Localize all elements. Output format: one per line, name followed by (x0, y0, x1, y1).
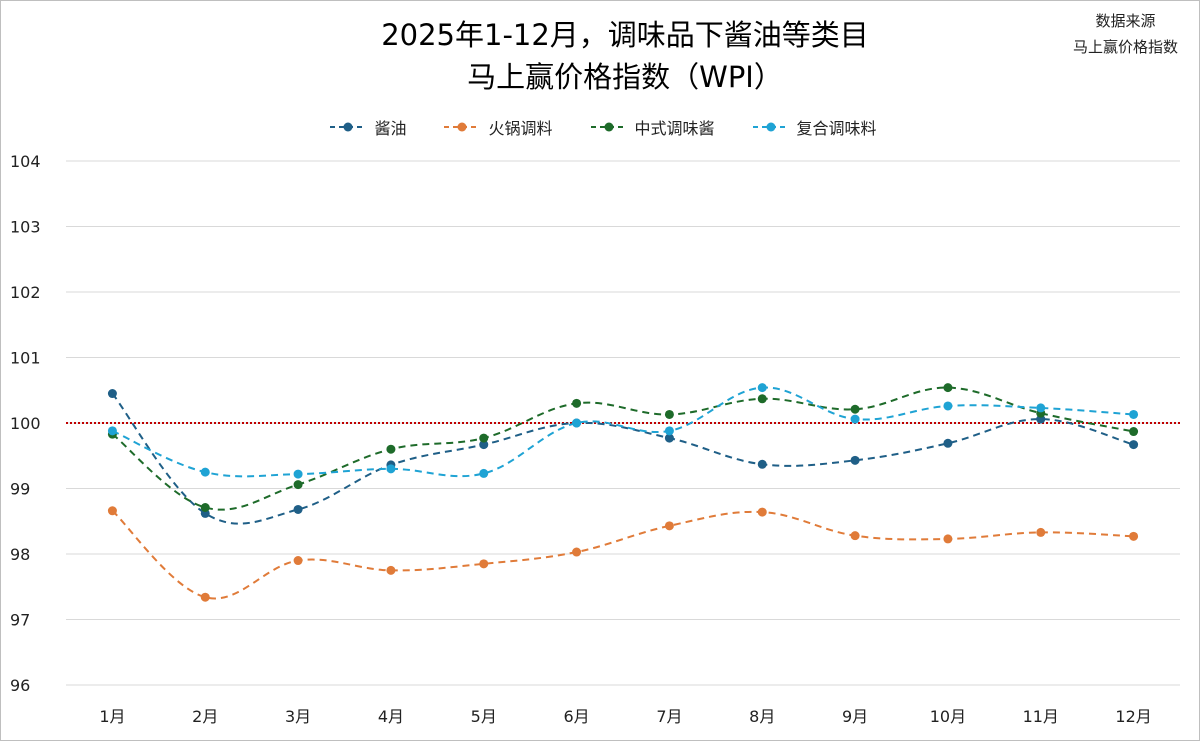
series-line (112, 386, 1134, 478)
y-tick-label: 103 (10, 218, 41, 237)
data-point (293, 469, 303, 479)
x-tick-label: 9月 (842, 707, 868, 726)
data-point (757, 507, 767, 517)
legend-item: 复合调味料 (751, 115, 877, 139)
y-tick-label: 99 (10, 480, 30, 499)
data-point (1129, 409, 1139, 419)
legend-swatch (330, 122, 367, 132)
data-point (200, 502, 210, 512)
data-point (1036, 527, 1046, 537)
x-tick-label: 5月 (471, 707, 497, 726)
data-point (850, 531, 860, 541)
data-point (479, 440, 489, 450)
data-point (479, 559, 489, 569)
legend-item: 中式调味酱 (589, 115, 715, 139)
data-point (850, 455, 860, 465)
data-point (572, 418, 582, 428)
chart-title-line2: 马上赢价格指数（WPI） (467, 60, 783, 94)
data-point (1129, 531, 1139, 541)
x-tick-label: 1月 (99, 707, 125, 726)
data-point (1129, 427, 1139, 437)
x-tick-label: 10月 (930, 707, 966, 726)
series-3 (107, 383, 1139, 512)
legend-item: 酱油 (328, 115, 406, 139)
data-point (664, 409, 674, 419)
source-label: 数据来源 (1095, 12, 1156, 30)
data-point (293, 556, 303, 566)
data-point (200, 592, 210, 602)
y-tick-label: 101 (10, 349, 41, 368)
data-point (107, 389, 117, 399)
legend-item: 火锅调料 (442, 115, 553, 139)
data-point (386, 444, 396, 454)
data-source-note: 数据来源 马上赢价格指数 (1073, 8, 1178, 60)
data-point (1036, 403, 1046, 413)
data-point (757, 394, 767, 404)
data-point (479, 468, 489, 478)
data-point (107, 506, 117, 516)
data-point (293, 480, 303, 490)
source-name: 马上赢价格指数 (1072, 38, 1178, 56)
data-point (107, 426, 117, 436)
chart-title-line1: 2025年1-12月，调味品下酱油等类目 (381, 18, 869, 52)
legend-label: 酱油 (374, 119, 407, 138)
data-point (572, 547, 582, 557)
x-tick-label: 12月 (1115, 707, 1151, 726)
legend-swatch (444, 122, 481, 132)
data-point (572, 398, 582, 408)
y-tick-label: 100 (10, 414, 41, 433)
y-tick-label: 97 (10, 611, 30, 630)
series-line (111, 392, 1134, 525)
x-tick-label: 3月 (285, 707, 311, 726)
series-line (111, 386, 1134, 511)
x-tick-label: 2月 (192, 707, 218, 726)
series-2 (107, 506, 1139, 602)
data-point (293, 504, 303, 514)
legend-label: 中式调味酱 (634, 119, 715, 138)
y-tick-label: 98 (10, 545, 30, 564)
data-point (943, 383, 953, 393)
x-tick-label: 4月 (378, 707, 404, 726)
data-point (943, 438, 953, 448)
x-tick-label: 6月 (563, 707, 589, 726)
data-point (386, 464, 396, 474)
data-point (479, 433, 489, 443)
legend-label: 复合调味料 (796, 119, 877, 138)
x-tick-label: 8月 (749, 707, 775, 726)
data-point (757, 459, 767, 469)
data-point (664, 426, 674, 436)
y-tick-label: 96 (10, 676, 30, 695)
x-tick-label: 11月 (1023, 707, 1059, 726)
data-point (664, 433, 674, 443)
data-point (943, 534, 953, 544)
data-point (200, 467, 210, 477)
x-tick-label: 7月 (656, 707, 682, 726)
data-point (850, 414, 860, 424)
y-tick-label: 104 (10, 152, 41, 171)
series-1 (107, 389, 1139, 525)
data-point (943, 401, 953, 411)
chart-legend: 酱油 火锅调料 中式调味酱 复合调味料 (0, 115, 1200, 139)
data-point (664, 521, 674, 531)
legend-swatch (590, 122, 627, 132)
series-4 (107, 383, 1139, 479)
legend-swatch (752, 122, 789, 132)
data-point (757, 383, 767, 393)
legend-label: 火锅调料 (488, 119, 553, 138)
chart-title: 2025年1-12月，调味品下酱油等类目 马上赢价格指数（WPI） (0, 14, 1200, 98)
series-line (111, 510, 1134, 600)
data-point (850, 404, 860, 414)
data-point (386, 565, 396, 575)
y-tick-label: 102 (10, 283, 41, 302)
data-point (1129, 440, 1139, 450)
